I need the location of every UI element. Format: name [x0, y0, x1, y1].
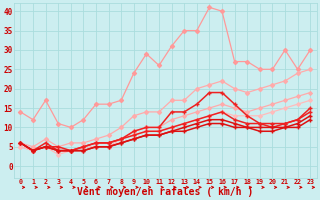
X-axis label: Vent moyen/en rafales ( km/h ): Vent moyen/en rafales ( km/h ) [77, 187, 253, 197]
